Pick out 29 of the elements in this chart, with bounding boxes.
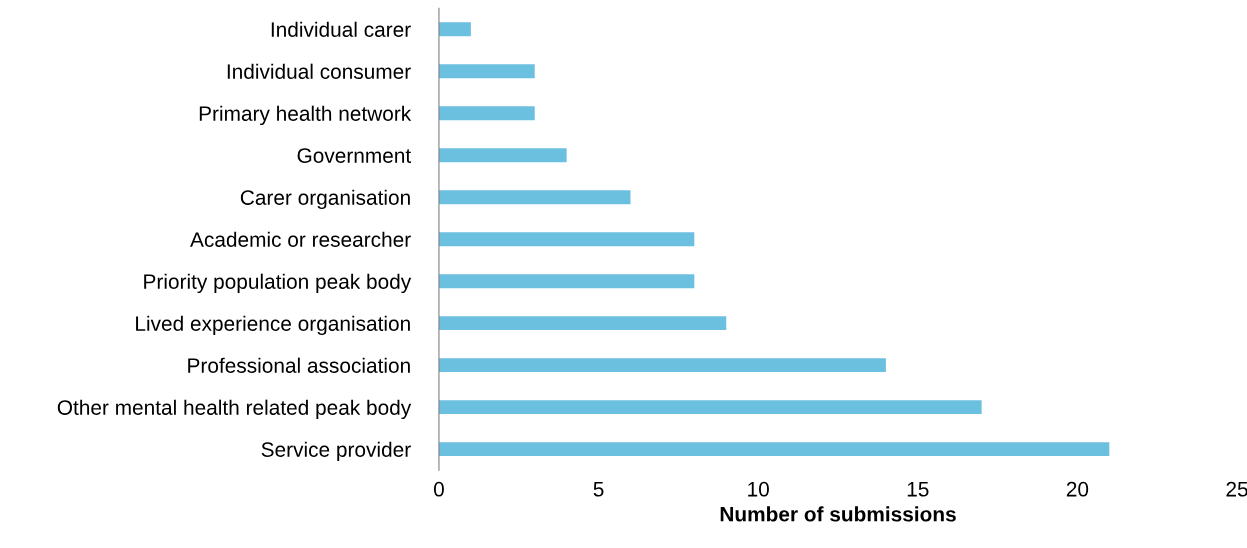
x-tick-label: 0 <box>433 481 444 497</box>
bar <box>438 400 982 415</box>
bar <box>438 106 535 121</box>
y-tick-label: Professional association <box>188 357 410 373</box>
x-tick-label: 25 <box>1226 481 1247 497</box>
x-tick-label: 10 <box>748 481 769 497</box>
y-tick-label: Academic or researcher <box>190 231 411 247</box>
bar <box>438 274 695 289</box>
y-tick-label: Carer organisation <box>240 189 410 210</box>
x-tick-label: 20 <box>1066 481 1089 497</box>
bar <box>438 148 567 163</box>
y-tick-label: Priority population peak body <box>144 273 412 294</box>
y-tick-label: Individual consumer <box>227 63 411 79</box>
y-tick-label: Other mental health related peak body <box>57 399 412 420</box>
y-tick-label: Individual carer <box>271 21 411 37</box>
bar <box>438 22 471 37</box>
bar <box>438 442 1110 457</box>
bar <box>438 316 727 331</box>
bar <box>438 232 695 247</box>
y-tick-label: Primary health network <box>199 105 412 126</box>
bar <box>438 190 631 205</box>
bar <box>438 358 886 373</box>
y-tick-label: Government <box>297 148 412 163</box>
x-tick-label: 15 <box>907 482 929 497</box>
x-tick-label: 5 <box>593 482 604 497</box>
y-tick-label: Lived experience organisation <box>136 315 410 336</box>
x-axis-title: Number of submissions <box>720 506 956 522</box>
bar <box>438 64 535 79</box>
y-tick-label: Service provider <box>261 441 411 462</box>
